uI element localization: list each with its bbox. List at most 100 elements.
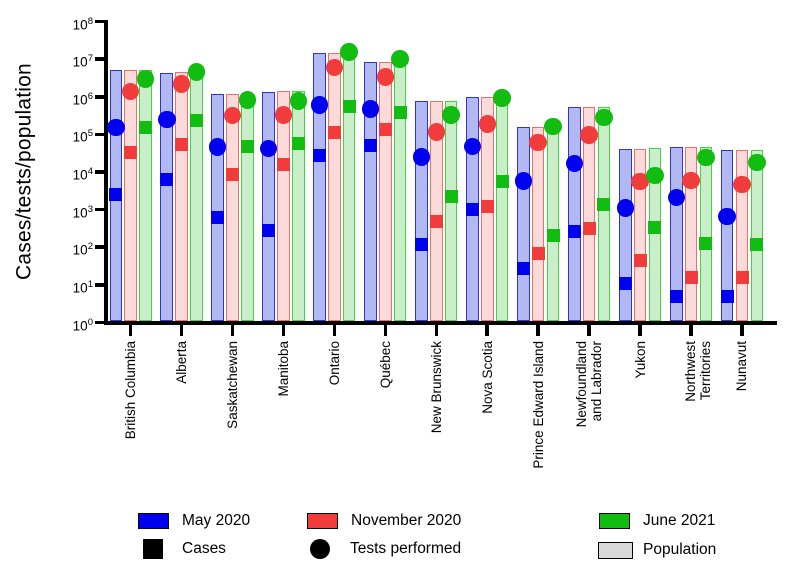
tests-marker	[697, 148, 715, 167]
x-tick-label: Newfoundland and Labrador	[573, 341, 605, 428]
cases-marker	[109, 188, 123, 202]
cases-marker	[699, 236, 713, 250]
population-bar	[211, 94, 224, 322]
cases-marker	[327, 126, 341, 140]
population-bar	[597, 107, 611, 322]
population-bar	[139, 69, 152, 322]
y-axis-line	[104, 20, 108, 325]
y-axis-tick-label: 104	[72, 166, 93, 183]
y-axis-tick	[95, 283, 104, 287]
tests-marker	[748, 153, 766, 172]
tests-marker	[580, 126, 598, 144]
population-swatch	[598, 541, 633, 559]
population-bar	[444, 100, 458, 322]
may-2020-swatch	[138, 513, 169, 529]
x-axis-tick	[332, 325, 337, 336]
population-bar	[720, 149, 734, 322]
legend-label: Cases	[182, 540, 226, 557]
cases-marker	[124, 145, 138, 159]
tests-marker	[442, 106, 460, 124]
tests-marker	[289, 92, 307, 110]
y-axis-tick	[95, 57, 104, 61]
y-axis-tick	[95, 207, 104, 212]
x-tick-label: Yukon	[632, 341, 648, 379]
cases-marker	[465, 203, 479, 217]
legend-label: May 2020	[182, 512, 251, 529]
x-axis-tick	[434, 325, 439, 336]
tests-marker	[223, 106, 242, 125]
legend-item-cases: Cases	[143, 539, 226, 559]
y-axis-tick-label: 107	[72, 53, 93, 70]
population-bar	[750, 149, 764, 322]
tests-marker	[274, 106, 293, 124]
tests-marker	[616, 199, 635, 217]
legend-item-june-2021: June 2021	[599, 512, 715, 530]
cases-marker	[276, 157, 290, 171]
cases-square-icon	[143, 539, 163, 559]
x-tick-label: British Columbia	[123, 341, 138, 440]
population-bar	[291, 91, 305, 322]
cases-marker	[262, 223, 276, 237]
cases-marker	[160, 172, 174, 186]
cases-marker	[211, 210, 225, 224]
tests-marker	[718, 207, 736, 226]
population-bar	[393, 61, 407, 322]
y-axis-title: Cases/tests/population	[12, 63, 36, 280]
population-bar	[160, 72, 174, 322]
cases-marker	[429, 215, 443, 229]
tests-marker	[391, 50, 409, 68]
population-bar	[531, 126, 545, 322]
population-bar	[124, 70, 137, 322]
tests-marker	[107, 118, 125, 137]
tests-marker	[121, 82, 140, 100]
x-axis-line	[104, 321, 777, 325]
tests-marker	[631, 172, 649, 191]
cases-marker	[531, 247, 545, 261]
x-tick-label: Alberta	[173, 341, 189, 384]
cases-marker	[669, 289, 683, 303]
tests-marker	[259, 139, 278, 158]
x-axis-tick	[179, 325, 184, 336]
population-bar	[415, 100, 428, 322]
y-axis-tick-label: 105	[72, 128, 93, 145]
x-tick-label: Northwest Territories	[683, 341, 714, 402]
tests-marker	[158, 110, 176, 129]
tests-marker	[427, 123, 446, 141]
cases-marker	[378, 122, 392, 136]
x-axis-tick	[740, 325, 744, 336]
population-bar	[226, 94, 239, 322]
y-axis-tick	[95, 170, 104, 174]
cases-marker	[291, 136, 305, 150]
cases-marker	[240, 139, 254, 153]
population-bar	[582, 107, 596, 322]
population-bar	[699, 147, 713, 322]
x-axis-tick	[281, 325, 286, 336]
x-axis-tick	[128, 325, 133, 336]
x-axis-tick	[230, 325, 235, 336]
cases-marker	[444, 189, 458, 203]
y-axis-tick	[95, 94, 104, 99]
population-bar	[364, 61, 377, 322]
cases-marker	[480, 200, 494, 214]
tests-marker	[667, 188, 685, 207]
x-tick-label: Manitoba	[275, 341, 291, 397]
tests-marker	[238, 91, 257, 109]
x-tick-label: Saskatchewan	[224, 341, 240, 429]
population-bar	[262, 91, 275, 322]
y-axis-tick-label: 102	[72, 241, 93, 258]
y-axis-tick	[95, 320, 104, 325]
cases-marker	[597, 197, 611, 211]
tests-marker	[565, 154, 584, 173]
cases-marker	[342, 100, 356, 114]
cases-marker	[750, 237, 764, 251]
tests-marker	[325, 58, 344, 77]
y-axis-tick-label: 106	[72, 90, 93, 108]
tests-marker	[136, 70, 155, 88]
cases-marker	[415, 237, 428, 251]
x-tick-label: Ontario	[326, 341, 342, 386]
population-bar	[517, 126, 530, 322]
x-axis-tick	[485, 325, 490, 336]
cases-marker	[720, 289, 734, 303]
legend-label: Tests performed	[350, 540, 462, 557]
tests-marker	[646, 166, 664, 185]
